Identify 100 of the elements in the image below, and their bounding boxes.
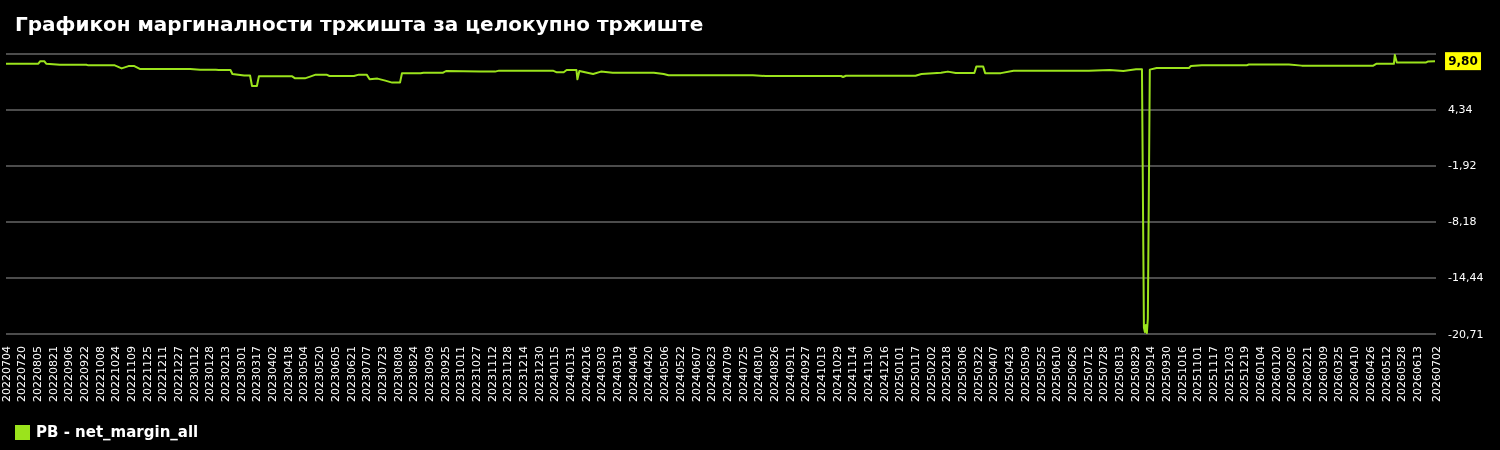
x-tick-label: 20250202 [924,346,938,402]
x-tick-label: 20230925 [438,346,452,402]
x-tick-label: 20251117 [1207,346,1221,402]
x-tick-label: 20260325 [1332,346,1346,402]
x-tick-label: 20221008 [93,346,107,402]
x-tick-label: 20220922 [77,346,91,402]
x-tick-label: 20221125 [140,346,154,402]
x-tick-label: 20260221 [1301,346,1315,402]
x-tick-label: 20220704 [0,346,13,402]
x-tick-label: 20240404 [626,346,640,402]
x-tick-label: 20251016 [1175,346,1189,402]
x-tick-label: 20250626 [1065,346,1079,402]
x-tick-label: 20221211 [156,346,170,402]
y-tick-label: 4,34 [1448,103,1473,117]
x-tick-label: 20231112 [485,346,499,402]
x-tick-label: 20250610 [1050,346,1064,402]
x-tick-label: 20230723 [375,346,389,402]
x-tick-label: 20251101 [1191,346,1205,402]
x-tick-label: 20221227 [172,346,185,402]
x-tick-label: 20221109 [124,346,138,402]
x-tick-label: 20231027 [469,346,483,402]
x-tick-label: 20220720 [15,346,29,402]
y-tick-label: -20,71 [1448,327,1484,341]
x-tick-label: 20241013 [814,346,828,402]
x-tick-label: 20240927 [799,346,813,402]
x-tick-label: 20230402 [266,346,280,402]
x-tick-label: 20241130 [862,346,876,402]
y-tick-label: -1,92 [1448,159,1477,173]
chart-title: Графикон маргиналности тржишта за целокупно тржиште [15,12,704,36]
x-tick-label: 20240115 [548,346,562,402]
x-tick-label: 20241114 [846,346,860,402]
x-tick-label: 20240810 [752,346,766,402]
x-tick-label: 20251203 [1222,346,1236,402]
legend-label: PB - net_margin_all [36,423,199,441]
x-tick-label: 20230520 [313,346,327,402]
x-tick-label: 20230112 [187,346,201,402]
x-tick-label: 20231230 [532,346,546,402]
x-tick-label: 20240506 [658,346,672,402]
x-tick-label: 20230824 [407,346,421,402]
x-tick-label: 20260528 [1395,346,1409,402]
x-tick-label: 20260702 [1429,346,1443,402]
x-tick-label: 20231214 [517,346,531,402]
x-tick-label: 20240607 [689,346,703,402]
x-tick-label: 20230808 [391,346,405,402]
x-tick-label: 20230301 [234,346,248,402]
x-tick-label: 20230128 [203,346,217,402]
x-tick-label: 20260613 [1410,346,1424,402]
x-tick-label: 20250117 [909,346,923,402]
x-tick-label: 20220906 [62,346,76,402]
x-tick-label: 20240319 [611,346,625,402]
x-tick-label: 20250829 [1128,346,1142,402]
x-tick-label: 20240826 [767,346,781,402]
x-tick-label: 20260104 [1254,346,1268,402]
x-tick-label: 20230213 [219,346,233,402]
annotation: 9,80 [1448,54,1478,69]
x-tick-label: 20230504 [297,346,311,402]
x-tick-label: 20250407 [987,346,1001,402]
x-tick-label: 20230418 [281,346,295,402]
x-tick-label: 20250525 [1034,346,1048,402]
x-tick-label: 20250712 [1081,346,1095,402]
x-tick-label: 20240725 [736,346,750,402]
x-tick-label: 20251219 [1238,346,1252,402]
x-tick-label: 20230621 [344,346,358,402]
x-tick-label: 20241029 [830,346,844,402]
x-tick-label: 20231128 [501,346,515,402]
x-tick-label: 20250322 [971,346,985,402]
x-tick-label: 20250728 [1097,346,1111,402]
x-tick-label: 20260410 [1348,346,1362,402]
x-tick-label: 20260426 [1363,346,1377,402]
x-tick-label: 20240911 [783,346,797,402]
x-tick-label: 20250930 [1159,346,1173,402]
x-tick-label: 20240709 [720,346,734,402]
x-tick-label: 20240303 [595,346,609,402]
x-tick-label: 20230707 [360,346,374,402]
x-tick-label: 20250813 [1112,346,1126,402]
x-tick-label: 20230909 [422,346,436,402]
x-tick-label: 20240623 [705,346,719,402]
x-tick-label: 20230605 [328,346,342,402]
x-tick-label: 20231011 [454,346,468,402]
x-tick-label: 20260205 [1285,346,1299,402]
x-tick-label: 20220821 [46,346,60,402]
x-tick-label: 20250101 [893,346,907,402]
x-tick-label: 20250509 [1018,346,1032,402]
x-tick-label: 20250306 [956,346,970,402]
line-series [6,54,1436,334]
x-tick-label: 20241216 [877,346,891,402]
x-tick-label: 20250914 [1144,346,1158,402]
x-tick-label: 20260309 [1316,346,1330,402]
x-tick-label: 20240522 [673,346,687,402]
y-tick-label: -8,18 [1448,215,1477,229]
x-tick-label: 20240131 [564,346,578,402]
x-tick-label: 20240216 [579,346,593,402]
x-tick-label: 20220805 [30,346,44,402]
x-tick-label: 20260512 [1379,346,1393,402]
y-tick-label: -14,44 [1448,271,1484,285]
x-tick-label: 20250218 [940,346,954,402]
x-tick-label: 20260120 [1269,346,1283,402]
x-tick-label: 20240420 [642,346,656,402]
x-tick-label: 20230317 [250,346,264,402]
x-tick-label: 20250423 [1003,346,1017,402]
